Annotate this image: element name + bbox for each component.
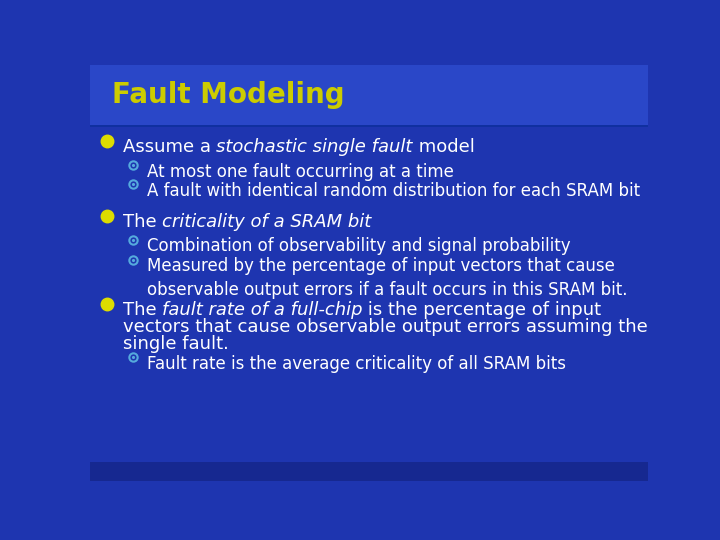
Text: Measured by the percentage of input vectors that cause
observable output errors : Measured by the percentage of input vect… [148, 257, 628, 299]
Bar [90, 125, 648, 127]
Text: criticality of a SRAM bit: criticality of a SRAM bit [162, 213, 372, 231]
Bar [90, 65, 648, 125]
Text: model: model [413, 138, 474, 156]
Text: The: The [122, 213, 162, 231]
Text: Fault rate is the average criticality of all SRAM bits: Fault rate is the average criticality of… [148, 355, 567, 373]
Text: vectors that cause observable output errors assuming the: vectors that cause observable output err… [122, 318, 647, 336]
Text: The: The [122, 301, 162, 319]
Text: At most one fault occurring at a time: At most one fault occurring at a time [148, 163, 454, 180]
Text: is the percentage of input: is the percentage of input [362, 301, 601, 319]
Bar [90, 462, 648, 481]
Text: stochastic single fault: stochastic single fault [216, 138, 413, 156]
Text: A fault with identical random distribution for each SRAM bit: A fault with identical random distributi… [148, 182, 641, 200]
Text: Combination of observability and signal probability: Combination of observability and signal … [148, 237, 571, 255]
Text: Assume a: Assume a [122, 138, 216, 156]
Text: Fault Modeling: Fault Modeling [112, 81, 344, 109]
Text: fault rate of a full-chip: fault rate of a full-chip [162, 301, 362, 319]
Text: single fault.: single fault. [122, 335, 228, 353]
